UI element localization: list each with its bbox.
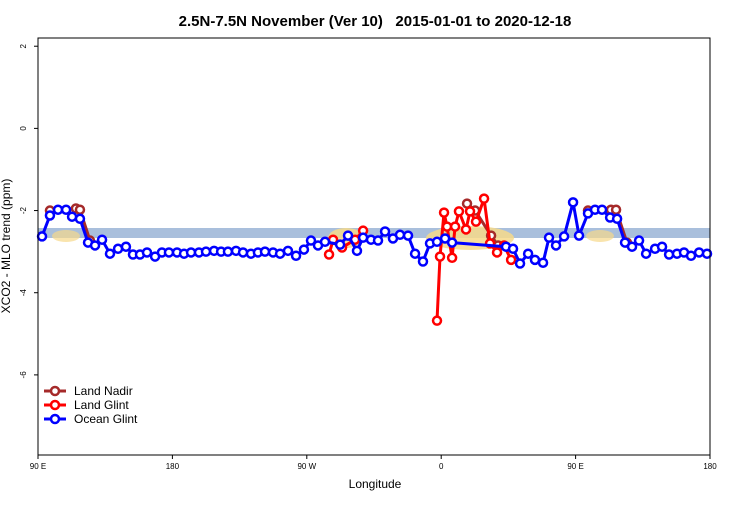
x-tick-label: 90 W	[297, 462, 316, 471]
data-point	[701, 248, 713, 259]
data-point	[626, 241, 638, 252]
data-point	[259, 246, 271, 257]
data-point	[693, 247, 705, 258]
data-point	[431, 236, 443, 248]
data-point	[60, 204, 72, 215]
x-tick-label: 0	[439, 462, 444, 471]
data-point	[611, 213, 623, 225]
chart-title: 2.5N-7.5N November (Ver 10) 2015-01-01 t…	[179, 13, 572, 30]
data-point	[74, 204, 86, 215]
data-point	[633, 235, 645, 246]
data-point	[402, 230, 414, 241]
x-tick-label: 90 E	[30, 462, 46, 471]
x-tick-label: 180	[166, 462, 180, 471]
data-point	[522, 248, 534, 259]
data-point	[372, 235, 384, 246]
plot-frame	[37, 37, 711, 456]
y-tick-label: -6	[19, 371, 28, 379]
data-point	[290, 250, 302, 261]
plot-area	[36, 193, 713, 326]
data-point	[537, 257, 549, 268]
y-tick-label: 2	[19, 43, 28, 48]
x-tick-label: 90 E	[567, 462, 583, 471]
data-point	[505, 254, 517, 266]
legend-label: Ocean Glint	[74, 412, 138, 426]
legend-marker	[49, 399, 61, 411]
data-point	[282, 245, 294, 257]
data-point	[640, 248, 652, 259]
legend-marker	[49, 413, 61, 425]
data-point	[305, 235, 317, 246]
data-point	[491, 247, 503, 258]
data-point	[470, 216, 482, 227]
data-point	[460, 224, 472, 235]
data-point	[36, 231, 48, 242]
x-axis-label: Longitude	[349, 477, 402, 491]
data-point	[351, 245, 363, 257]
data-point	[656, 241, 668, 252]
data-point	[298, 244, 310, 255]
data-point	[379, 226, 391, 237]
data-point	[438, 207, 450, 218]
data-point	[394, 229, 406, 241]
data-point	[342, 230, 354, 241]
data-point	[222, 246, 234, 257]
data-point	[44, 210, 56, 221]
data-point	[507, 243, 519, 255]
land-shading	[586, 230, 614, 242]
data-point	[409, 248, 421, 259]
data-point	[543, 232, 555, 243]
data-point	[596, 204, 608, 215]
y-tick-label: -4	[19, 289, 28, 297]
data-point	[449, 221, 461, 232]
data-point	[529, 254, 541, 266]
data-point	[441, 221, 453, 232]
legend-label: Land Glint	[74, 398, 129, 412]
data-point	[104, 248, 116, 259]
data-point	[446, 237, 458, 248]
data-point	[417, 256, 429, 267]
data-point	[334, 239, 346, 250]
data-point	[237, 247, 249, 258]
data-point	[89, 240, 101, 251]
data-point	[141, 247, 153, 258]
data-point	[323, 249, 335, 260]
data-point	[464, 206, 476, 217]
data-point	[550, 240, 562, 251]
land-shading	[52, 230, 80, 242]
data-point	[478, 193, 490, 204]
data-point	[431, 315, 443, 326]
data-point	[319, 236, 331, 248]
data-point	[434, 251, 446, 262]
legend-label: Land Nadir	[74, 384, 133, 398]
data-point	[446, 252, 458, 264]
legend-marker	[49, 385, 61, 397]
data-point	[200, 246, 212, 257]
data-point	[685, 250, 697, 261]
y-tick-label: 0	[19, 126, 28, 131]
data-point	[610, 204, 622, 215]
reference-band	[38, 228, 710, 238]
data-point	[573, 230, 585, 241]
y-axis-label: XCO2 - MLO trend (ppm)	[0, 179, 13, 314]
x-tick-label: 180	[703, 462, 717, 471]
data-point	[514, 258, 526, 269]
data-point	[453, 206, 465, 217]
data-point	[558, 231, 570, 242]
data-point	[567, 197, 579, 208]
data-point	[163, 247, 175, 258]
data-point	[96, 234, 108, 245]
y-tick-label: -2	[19, 206, 28, 214]
data-point	[120, 241, 132, 252]
data-point	[74, 213, 86, 225]
data-point	[52, 204, 64, 215]
